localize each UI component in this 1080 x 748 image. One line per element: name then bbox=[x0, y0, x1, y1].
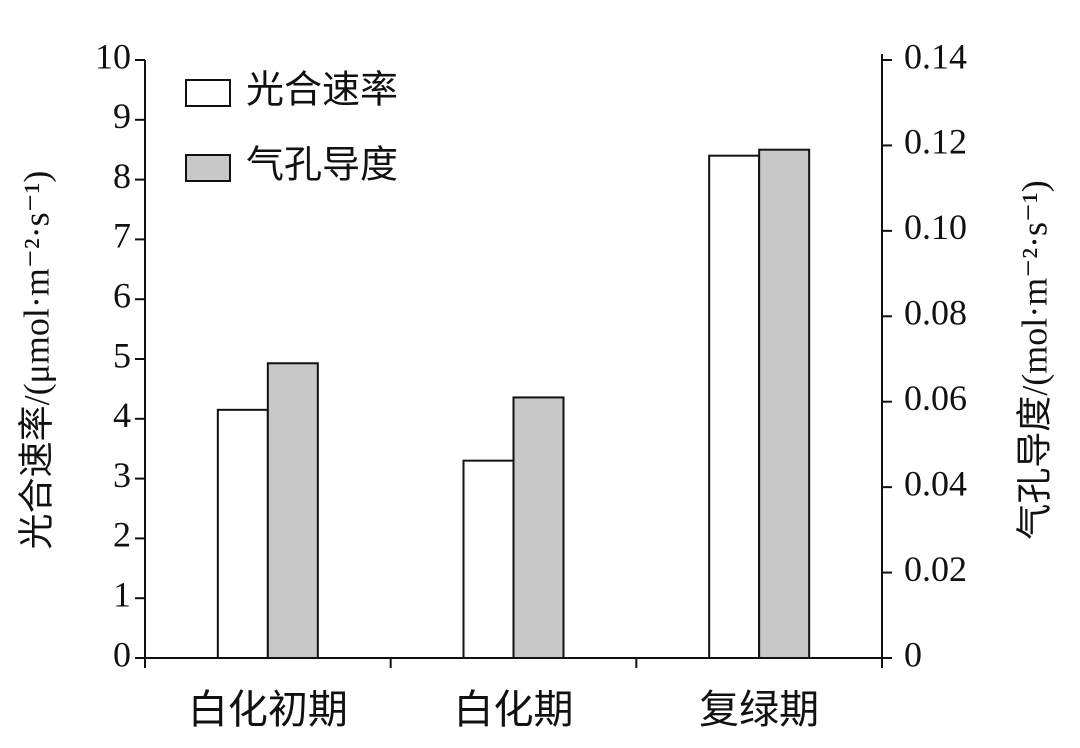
y-tick-label: 8 bbox=[113, 156, 131, 196]
y2-tick-label: 0.08 bbox=[904, 293, 967, 333]
y-tick-label: 0 bbox=[113, 634, 131, 674]
y-tick-label: 9 bbox=[113, 96, 131, 136]
bar bbox=[216, 408, 269, 659]
y-tick-label: 2 bbox=[113, 515, 131, 555]
bar bbox=[266, 362, 319, 659]
y-tick-label: 1 bbox=[113, 574, 131, 614]
y-tick-label: 7 bbox=[113, 216, 131, 256]
y-tick-label: 10 bbox=[95, 36, 131, 76]
y-tick-label: 5 bbox=[113, 335, 131, 375]
y2-tick-label: 0.12 bbox=[904, 122, 967, 162]
x-tick-label: 白化初期 bbox=[188, 687, 348, 732]
y-tick-label: 4 bbox=[113, 395, 131, 435]
y2-tick-label: 0.04 bbox=[904, 463, 967, 503]
bar bbox=[512, 396, 565, 659]
x-tick-label: 白化期 bbox=[454, 687, 574, 732]
y-tick-label: 3 bbox=[113, 455, 131, 495]
y2-tick-label: 0.02 bbox=[904, 549, 967, 589]
legend-label: 光合速率 bbox=[246, 70, 398, 112]
y2-tick-label: 0.14 bbox=[904, 36, 967, 76]
bar bbox=[462, 459, 515, 659]
legend-swatch bbox=[185, 154, 231, 182]
y-tick-label: 6 bbox=[113, 275, 131, 315]
x-tick-label: 复绿期 bbox=[699, 687, 819, 732]
y-axis-label: 光合速率/(μmol·m⁻²·s⁻¹) bbox=[16, 171, 56, 550]
legend-swatch bbox=[185, 79, 231, 107]
y2-tick-label: 0.06 bbox=[904, 378, 967, 418]
legend-label: 气孔导度 bbox=[246, 145, 398, 187]
bar bbox=[758, 148, 811, 659]
y2-axis-label: 气孔导度/(mol·m⁻²·s⁻¹) bbox=[1014, 180, 1054, 540]
y2-tick-label: 0.10 bbox=[904, 207, 967, 247]
bar bbox=[708, 154, 761, 659]
y2-tick-label: 0 bbox=[904, 634, 922, 674]
